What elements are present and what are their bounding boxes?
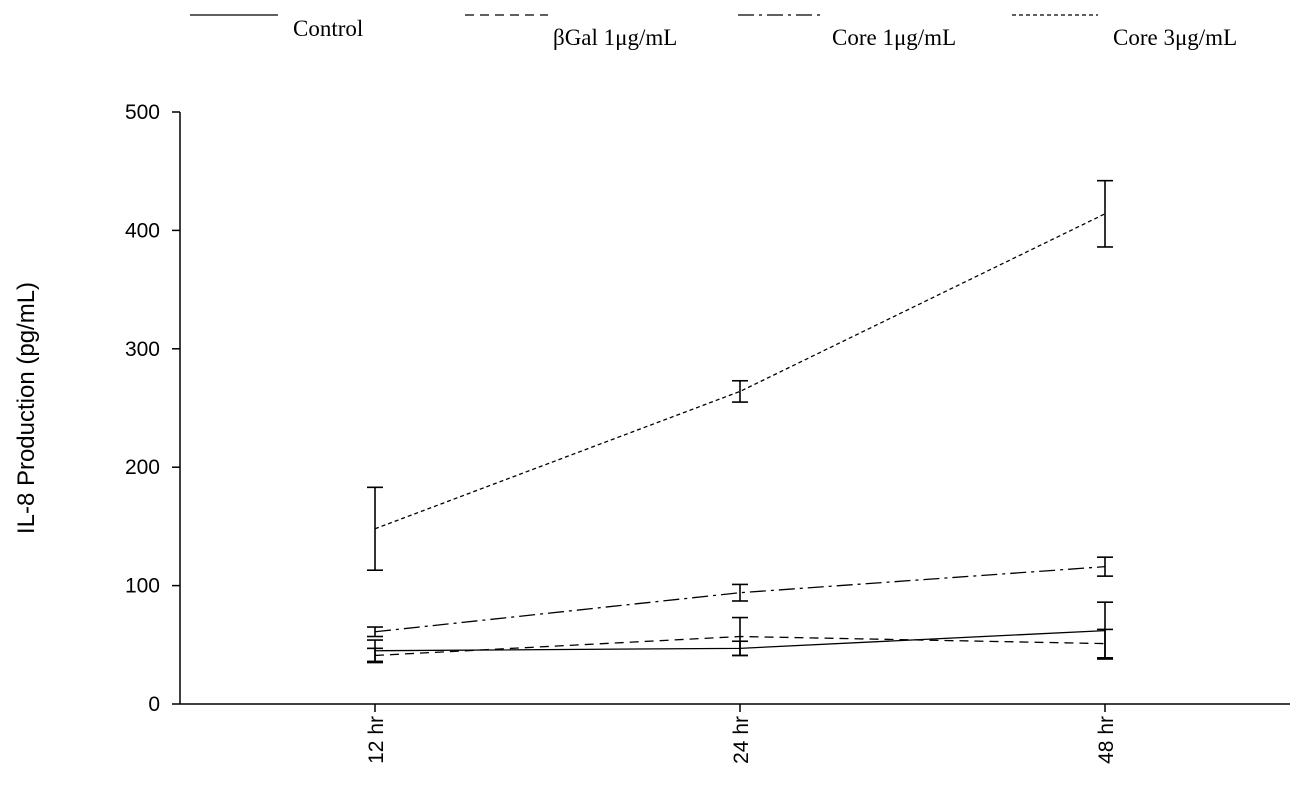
y-tick-label: 100	[125, 575, 160, 598]
y-tick-label: 500	[125, 101, 160, 124]
legend-label: Control	[293, 16, 363, 41]
x-tick-label: 24 hr	[730, 716, 753, 764]
legend-label: βGal 1μg/mL	[553, 25, 677, 50]
y-axis-title: IL-8 Production (pg/mL)	[13, 282, 40, 534]
y-tick-label: 200	[125, 456, 160, 479]
series-line	[374, 213, 1106, 530]
series-group	[367, 179, 1113, 664]
x-ticks: 12 hr 24 hr 48 hr	[365, 704, 1118, 764]
y-tick-label: 400	[125, 219, 160, 242]
y-tick-label: 300	[125, 338, 160, 361]
x-tick-label: 12 hr	[365, 716, 388, 764]
axes: IL-8 Production (pg/mL)	[13, 112, 1290, 705]
legend-label: Core 1μg/mL	[832, 25, 956, 50]
series-line	[374, 566, 1106, 633]
legend-label: Core 3μg/mL	[1113, 25, 1237, 50]
y-ticks: 0 100 200 300 400 500	[125, 101, 180, 716]
legend: Control βGal 1μg/mL Core 1μg/mL Core 3μg/mL	[190, 14, 1237, 50]
x-tick-label: 48 hr	[1095, 716, 1118, 764]
y-tick-label: 0	[148, 693, 160, 716]
